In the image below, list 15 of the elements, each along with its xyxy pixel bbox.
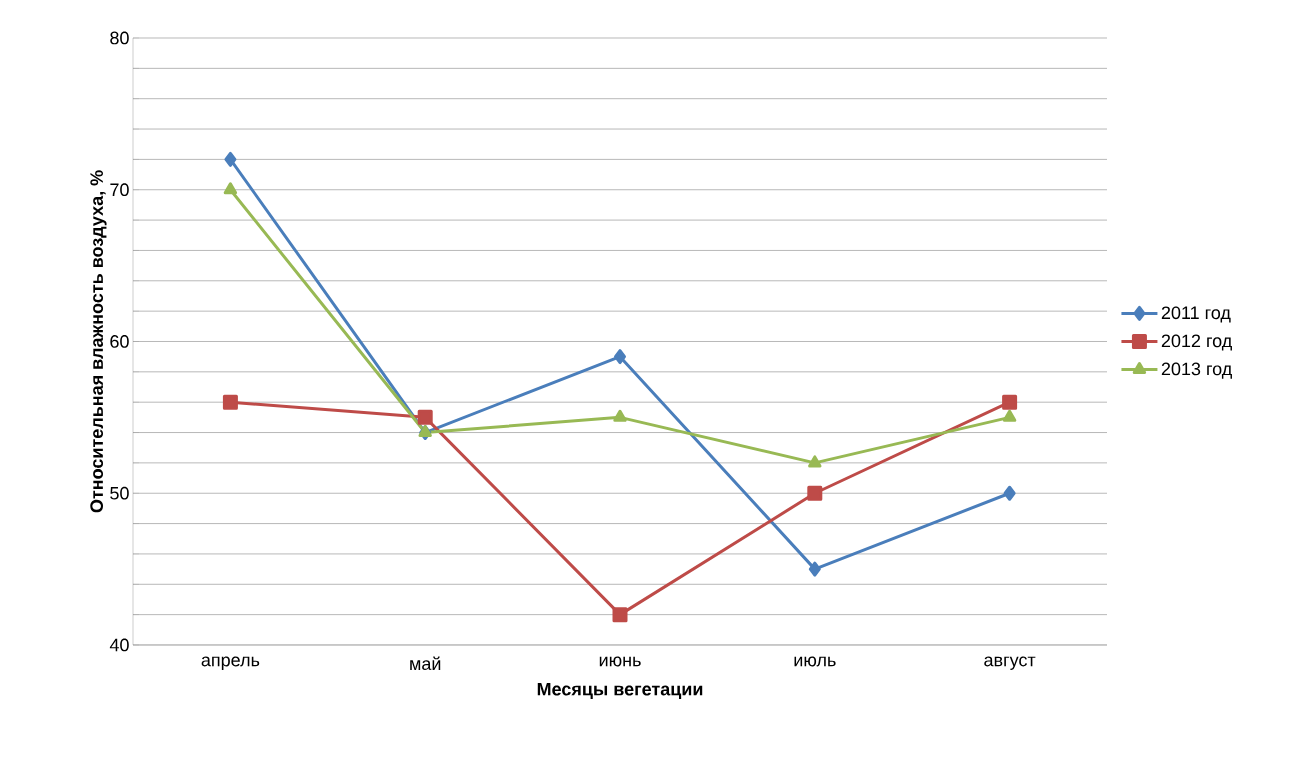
- y-tick-label: 60: [110, 335, 129, 348]
- legend-label: 2013 год: [1161, 362, 1232, 379]
- x-tick-label: июнь: [599, 656, 641, 667]
- y-axis-title: Относительная влажность воздуха, %: [90, 170, 107, 513]
- y-tick-label: 40: [109, 638, 129, 652]
- y-tick-label: 70: [110, 183, 129, 197]
- x-axis-title: Месяцы вегетации: [537, 682, 703, 699]
- x-tick-label: апрель: [201, 656, 260, 670]
- x-tick-label: август: [984, 656, 1036, 670]
- x-tick-label: май: [410, 656, 441, 671]
- y-tick-label: 50: [110, 486, 129, 500]
- legend-label: 2011 год: [1161, 306, 1231, 323]
- y-tick-label: 80: [110, 31, 129, 45]
- legend-label: 2012 год: [1161, 334, 1232, 351]
- x-tick-label: июль: [794, 656, 836, 667]
